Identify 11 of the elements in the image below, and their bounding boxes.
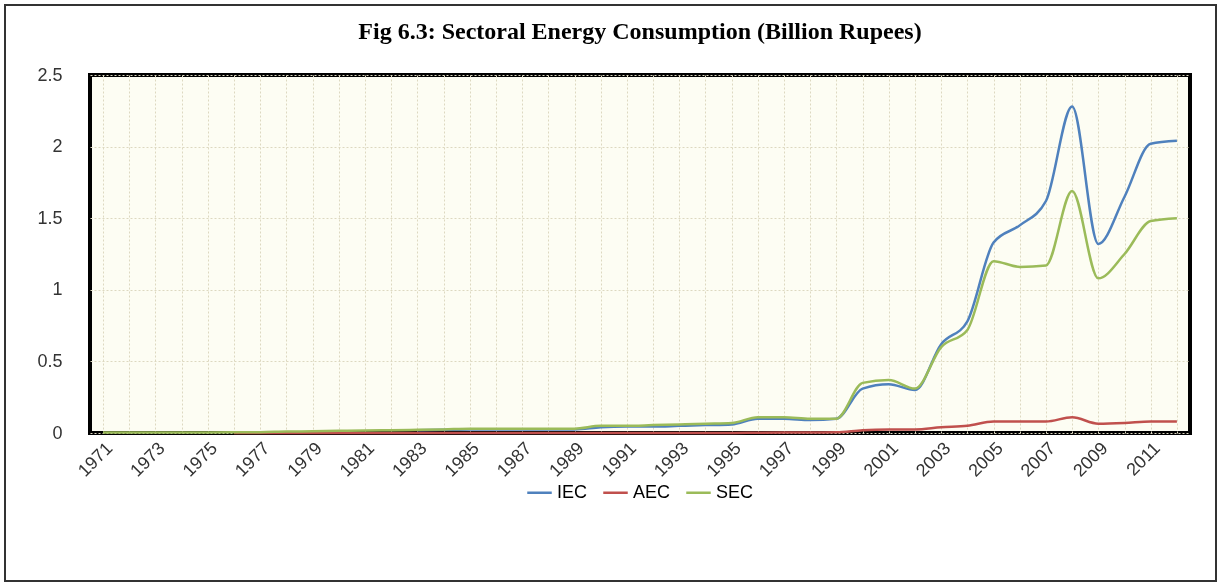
y-tick-label: 2 xyxy=(52,136,63,157)
y-tick-label: 1.5 xyxy=(37,207,63,228)
legend-label: IEC xyxy=(557,481,588,502)
legend-label: SEC xyxy=(716,481,754,502)
y-tick-label: 2.5 xyxy=(37,64,63,85)
y-tick-label: 0 xyxy=(52,422,63,443)
line-series xyxy=(101,189,1179,434)
legend-label: AEC xyxy=(633,481,671,502)
y-tick-label: 1 xyxy=(52,279,63,300)
chart-title: Fig 6.3: Sectoral Energy Consumption (Billion Rupees) xyxy=(358,18,922,44)
y-tick-label: 0.5 xyxy=(37,350,63,371)
